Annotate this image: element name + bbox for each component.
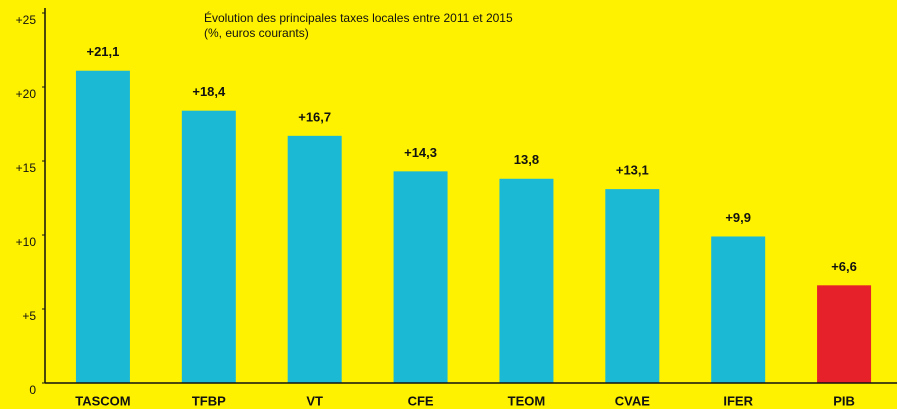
value-label: 13,8 <box>514 152 539 167</box>
bar <box>817 285 872 383</box>
y-tick-label: +25 <box>16 13 37 27</box>
value-label: +18,4 <box>192 84 226 99</box>
y-tick-label: +5 <box>22 309 36 323</box>
x-tick-label: CVAE <box>615 393 650 408</box>
y-tick-label: 0 <box>29 383 36 397</box>
bar <box>181 110 236 384</box>
y-tick-label: +15 <box>16 161 37 175</box>
x-tick-label: IFER <box>723 393 753 408</box>
value-label: +14,3 <box>404 145 437 160</box>
x-tick-label: TEOM <box>508 393 546 408</box>
x-tick-label: PIB <box>833 393 855 408</box>
y-tick-label: +20 <box>16 87 37 101</box>
x-tick-label: TFBP <box>192 393 226 408</box>
value-label: +16,7 <box>298 109 331 124</box>
x-tick-label: VT <box>306 393 323 408</box>
bar <box>605 189 660 383</box>
value-label: +21,1 <box>86 44 119 59</box>
chart-subtitle: (%, euros courants) <box>204 26 309 40</box>
bar <box>287 135 342 383</box>
bar <box>393 171 448 383</box>
value-label: +13,1 <box>616 163 649 178</box>
x-tick-label: CFE <box>408 393 434 408</box>
value-label: +6,6 <box>831 259 857 274</box>
chart-title: Évolution des principales taxes locales … <box>204 10 513 25</box>
x-tick-label: TASCOM <box>75 393 130 408</box>
bar <box>75 70 130 383</box>
value-label: +9,9 <box>725 210 751 225</box>
bar <box>711 236 766 383</box>
bar <box>499 178 554 383</box>
y-tick-label: +10 <box>16 235 37 249</box>
